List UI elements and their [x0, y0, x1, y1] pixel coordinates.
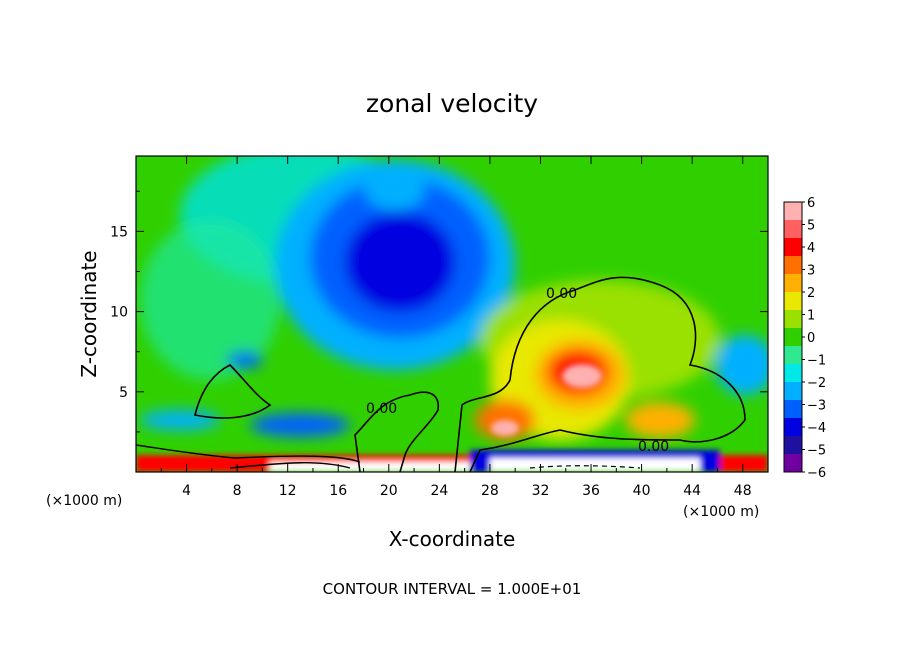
- colorbar-swatch: [784, 382, 802, 401]
- zero-contour-left: [194, 364, 272, 419]
- x-tick-label: 4: [182, 483, 191, 499]
- contour-interval-note: CONTOUR INTERVAL = 1.000E+01: [323, 580, 582, 598]
- colorbar-swatch: [784, 310, 802, 329]
- colorbar-label: −4: [807, 421, 826, 436]
- x-tick-label: 24: [430, 483, 448, 499]
- colorbar-label: −1: [807, 354, 826, 369]
- x-tick-label: 36: [582, 483, 600, 499]
- y-tick-label: 10: [110, 305, 128, 321]
- zero-contour-main: [454, 276, 746, 472]
- chart-title: zonal velocity: [366, 89, 538, 118]
- contour-label-upper: 0.00: [546, 286, 577, 302]
- colorbar-swatch: [784, 454, 802, 473]
- colorbar-label: 1: [807, 309, 815, 324]
- x-tick-label: 44: [683, 483, 701, 499]
- zero-contour-mid: [354, 391, 439, 472]
- contour-label-lower: 0.00: [638, 439, 669, 455]
- x-unit-label: (×1000 m): [46, 493, 122, 509]
- colorbar-label: 2: [807, 286, 815, 301]
- colorbar-swatch: [784, 274, 802, 293]
- colorbar-label: 6: [807, 196, 815, 211]
- colorbar-label: −2: [807, 376, 826, 391]
- colorbar-swatch: [784, 220, 802, 239]
- x-tick-label: 48: [734, 483, 752, 499]
- colorbar-label: 5: [807, 219, 815, 234]
- x-tick-label: 12: [279, 483, 297, 499]
- colorbar-swatch: [784, 328, 802, 347]
- x-tick-label: 40: [633, 483, 651, 499]
- colorbar-swatch: [784, 418, 802, 437]
- contour-label-middle: 0.00: [366, 401, 397, 417]
- colorbar-swatch: [784, 202, 802, 221]
- colorbar-swatch: [784, 256, 802, 275]
- y-axis-label: Z-coordinate: [77, 250, 101, 377]
- colorbar-swatch: [784, 346, 802, 365]
- plot-frame: [135, 155, 769, 473]
- zero-contour-surface: [136, 444, 361, 469]
- colorbar-label: −3: [807, 399, 826, 414]
- colorbar-swatch: [784, 364, 802, 383]
- y-axis: 5 10 15: [110, 190, 768, 433]
- colorbar-swatch: [784, 436, 802, 455]
- x-axis-label: X-coordinate: [389, 527, 516, 551]
- x-tick-label: 8: [233, 483, 242, 499]
- x-tick-label: 16: [329, 483, 347, 499]
- y-unit-label: (×1000 m): [683, 504, 759, 520]
- colorbar-swatch: [784, 238, 802, 257]
- colorbar: 6 5 4 3 2 1 0 −1 −2 −3 −4 −5 −6: [783, 196, 826, 481]
- y-tick-label: 5: [119, 385, 128, 401]
- colorbar-label: −5: [807, 444, 826, 459]
- colorbar-swatch: [784, 400, 802, 419]
- colorbar-swatch: [784, 292, 802, 311]
- colorbar-label: 3: [807, 264, 815, 279]
- y-tick-label: 15: [110, 224, 128, 240]
- x-axis: 4 8 12 16 20 24 28 32 36 40 44 48: [160, 156, 752, 499]
- x-tick-label: 20: [380, 483, 398, 499]
- colorbar-label: 0: [807, 331, 815, 346]
- colorbar-label: −6: [807, 466, 826, 481]
- x-tick-label: 32: [532, 483, 550, 499]
- colorbar-label: 4: [807, 241, 815, 256]
- velocity-field: [136, 156, 768, 472]
- negative-contour-dashed: [529, 465, 641, 469]
- x-tick-label: 28: [481, 483, 499, 499]
